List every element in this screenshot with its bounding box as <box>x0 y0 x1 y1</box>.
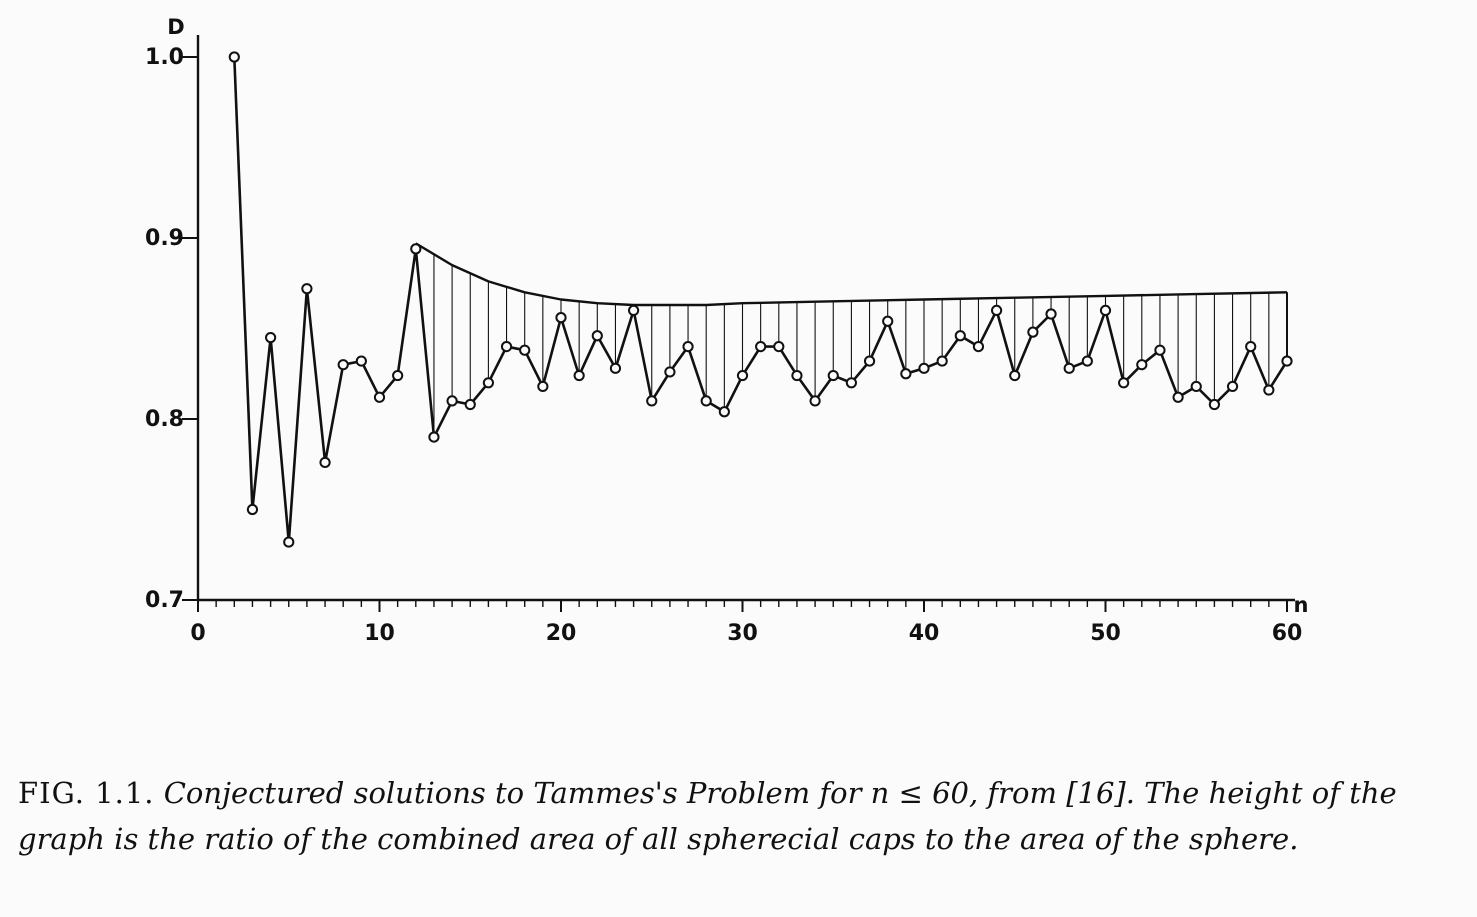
data-point <box>809 395 821 407</box>
data-point <box>428 431 440 443</box>
data-point <box>1154 344 1166 356</box>
data-point <box>791 369 803 382</box>
data-point <box>918 362 930 374</box>
data-point <box>265 331 277 344</box>
x-tick-label: 0 <box>190 621 205 646</box>
data-point <box>373 391 386 403</box>
data-point <box>1136 359 1148 371</box>
data-point <box>555 312 567 324</box>
data-point <box>1172 391 1184 403</box>
data-point <box>755 341 767 353</box>
data-point <box>1045 308 1057 320</box>
data-point <box>464 398 476 411</box>
data-point <box>591 330 603 342</box>
y-tick-label: 0.8 <box>145 407 184 432</box>
data-point <box>283 536 295 548</box>
data-point <box>609 362 622 374</box>
data-point <box>827 369 839 382</box>
x-tick-label: 10 <box>364 621 395 646</box>
data-point <box>500 341 513 353</box>
data-point <box>1208 398 1221 411</box>
data-point <box>1099 304 1112 316</box>
data-point <box>319 456 331 469</box>
data-point <box>682 341 694 353</box>
hatch-layer <box>415 243 1288 438</box>
data-point <box>1009 369 1021 382</box>
x-axis-label: n <box>1294 593 1309 617</box>
data-point <box>1118 377 1130 389</box>
data-point <box>1081 355 1093 367</box>
figure-caption: FIG. 1.1. Conjectured solutions to Tamme… <box>18 770 1468 862</box>
axes: 0 10 20 30 40 50 60 0.7 0.8 0.9 1.0 Dn <box>145 15 1308 646</box>
x-tick-label: 50 <box>1090 621 1121 646</box>
data-point <box>337 359 349 371</box>
data-point <box>246 503 259 516</box>
data-point <box>972 341 985 353</box>
data-point <box>700 395 712 407</box>
data-point <box>519 344 531 356</box>
data-point <box>228 51 240 63</box>
data-point <box>392 369 404 382</box>
data-point <box>773 341 785 353</box>
data-point <box>646 395 658 407</box>
data-point <box>845 377 858 389</box>
data-point <box>736 369 749 382</box>
data-point <box>882 315 894 327</box>
data-point <box>863 355 876 367</box>
y-axis-label: D <box>167 15 184 39</box>
y-tick-label: 1.0 <box>145 45 184 70</box>
data-point <box>1063 362 1075 374</box>
data-point <box>482 377 494 389</box>
data-point <box>628 304 640 316</box>
data-line <box>233 56 1289 544</box>
data-point <box>537 380 549 393</box>
data-point <box>301 283 313 295</box>
data-point <box>1027 326 1039 338</box>
data-point <box>355 355 367 367</box>
data-point <box>1190 380 1202 393</box>
data-point <box>1281 355 1293 367</box>
x-tick-label: 30 <box>727 621 758 646</box>
series-layer <box>228 51 1293 548</box>
x-tick-label: 20 <box>546 621 577 646</box>
y-tick-label: 0.7 <box>145 588 184 613</box>
data-point <box>954 330 966 342</box>
y-tick-label: 0.9 <box>145 226 184 251</box>
data-point <box>664 366 676 378</box>
data-point <box>991 304 1003 316</box>
data-point <box>718 406 730 418</box>
data-point <box>446 395 458 407</box>
data-point <box>1226 380 1239 393</box>
caption-text: Conjectured solutions to Tammes's Proble… <box>18 776 1397 856</box>
x-tick-label: 40 <box>909 621 940 646</box>
envelope-line <box>415 242 1288 307</box>
data-point <box>1245 341 1257 353</box>
data-point <box>900 368 912 380</box>
data-point <box>410 243 422 255</box>
x-tick-label: 60 <box>1272 621 1303 646</box>
figure-label: FIG. 1.1. <box>18 776 155 810</box>
chart: 0 10 20 30 40 50 60 0.7 0.8 0.9 1.0 Dn <box>145 15 1308 646</box>
data-point <box>1263 384 1275 396</box>
data-point <box>573 369 585 382</box>
data-point <box>936 355 948 367</box>
